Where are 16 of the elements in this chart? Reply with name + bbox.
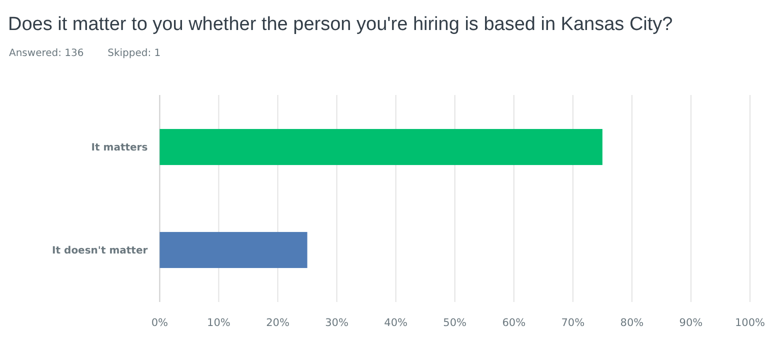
x-tick-label: 30%	[325, 317, 348, 329]
x-tick-label: 90%	[679, 317, 703, 329]
chart-title: Does it matter to you whether the person you're hiring is based in Kansas City?	[8, 14, 673, 35]
x-tick-label: 10%	[207, 317, 230, 329]
x-tick-label: 0%	[151, 317, 168, 329]
x-tick-label: 60%	[502, 317, 526, 329]
x-tick-label: 70%	[561, 317, 585, 329]
text: Answered: 136	[9, 48, 84, 59]
x-tick-label: 40%	[384, 317, 408, 329]
x-tick-label: 100%	[734, 317, 766, 329]
x-tick-label: 20%	[266, 317, 290, 329]
x-tick-label: 80%	[620, 317, 644, 329]
x-tick-label: 50%	[443, 317, 467, 329]
text: Skipped: 1	[108, 48, 161, 59]
y-tick-label: It matters	[91, 142, 148, 154]
y-tick-label: It doesn't matter	[52, 245, 148, 256]
